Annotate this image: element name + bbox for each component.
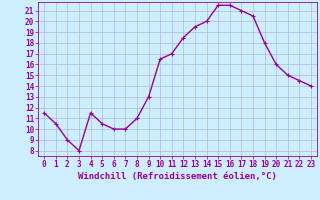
X-axis label: Windchill (Refroidissement éolien,°C): Windchill (Refroidissement éolien,°C) [78, 172, 277, 181]
